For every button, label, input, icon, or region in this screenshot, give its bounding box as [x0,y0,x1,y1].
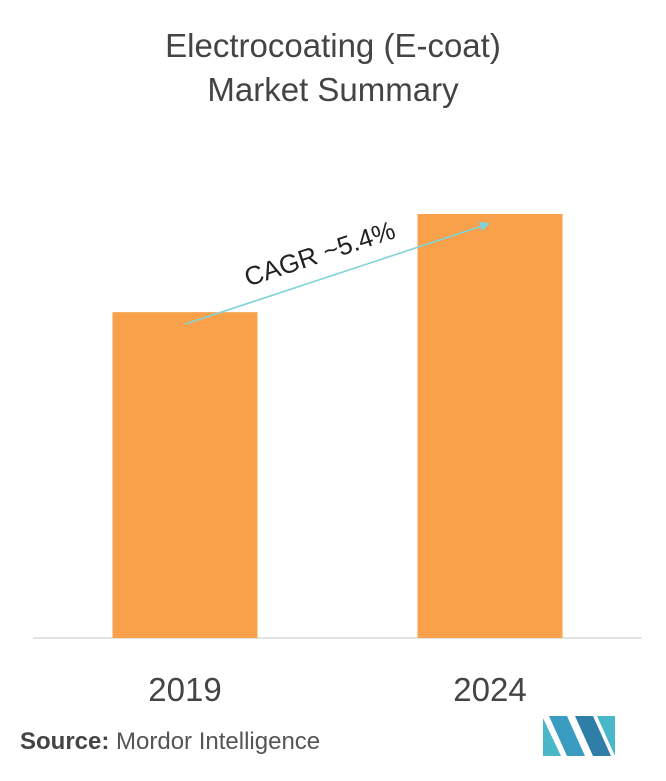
x-tick-label-2024: 2024 [453,671,526,708]
logo-mid-right [575,716,611,756]
bar-2019 [112,312,258,638]
source-text: Mordor Intelligence [116,728,321,755]
x-tick-label-2019: 2019 [148,671,221,708]
logo-left-leg [543,718,561,756]
chart-title-line-2: Market Summary [207,71,459,108]
cagr-label: CAGR ~5.4% [241,215,399,293]
chart-title: Electrocoating (E-coat) Market Summary [0,24,666,112]
source-note: Source: Mordor Intelligence [20,728,320,756]
mordor-intelligence-logo [543,716,615,756]
logo-mid-left [549,716,585,756]
source-label: Source: [20,728,110,755]
chart-title-line-1: Electrocoating (E-coat) [165,27,501,64]
cagr-arrow [184,221,490,325]
logo-right-leg [597,716,615,756]
bar-2024 [417,214,563,638]
